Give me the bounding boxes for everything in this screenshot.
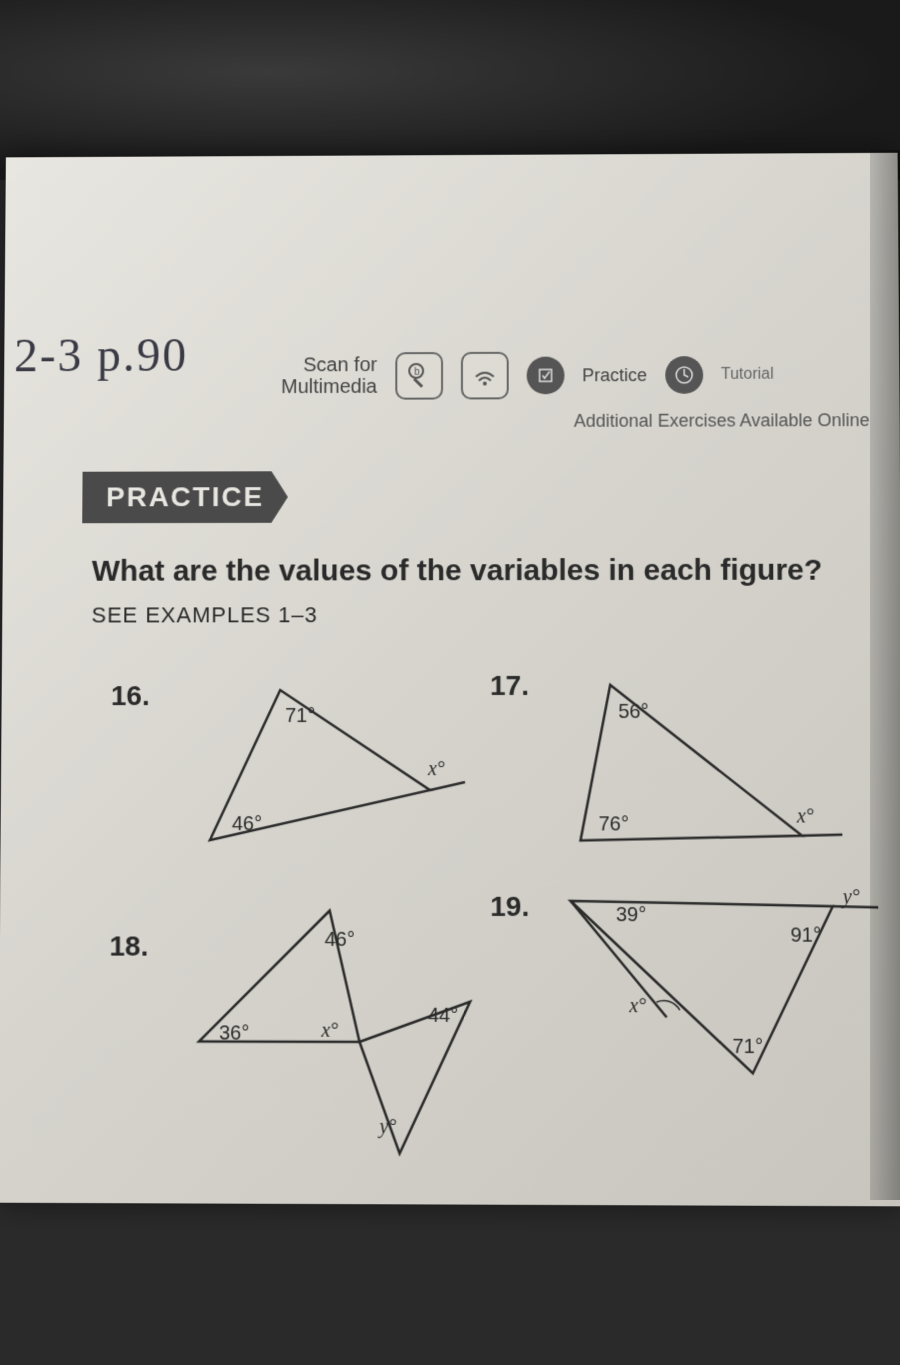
problem-18-figure: 46° 36° x° 44° y°: [168, 890, 490, 1174]
bottom-partial-figure: 21 42° x°: [399, 1322, 900, 1365]
practice-icon: [526, 357, 564, 395]
svg-text:y°: y°: [841, 886, 860, 908]
question-2-prefix: What is the value of: [97, 1274, 370, 1307]
tutorial-label: Tutorial: [721, 366, 774, 384]
question-2-var: x: [370, 1277, 384, 1309]
svg-text:71°: 71°: [285, 705, 315, 727]
problems-grid: 16. 71° 46° x° 17. 56° 76° x° 18. 46° 36…: [81, 660, 881, 661]
practice-label: Practice: [582, 365, 647, 386]
svg-text:46°: 46°: [232, 813, 262, 835]
svg-text:x°: x°: [824, 1335, 842, 1358]
svg-text:71°: 71°: [732, 1036, 763, 1059]
scan-line1: Scan for: [281, 354, 377, 376]
question-2: What is the value of x in each figure? S…: [97, 1274, 754, 1311]
textbook-page: 2-3 p.90 Scan for Multimedia b Practice …: [0, 153, 900, 1207]
practice-badge: PRACTICE: [82, 471, 288, 523]
svg-text:21: 21: [410, 1330, 433, 1353]
problem-19-figure: 39° y° 91° 71° x°: [530, 881, 895, 1125]
problem-16-number: 16.: [111, 680, 150, 712]
svg-text:76°: 76°: [599, 813, 629, 835]
svg-text:39°: 39°: [616, 904, 647, 926]
svg-text:56°: 56°: [618, 701, 648, 723]
multimedia-icon: b: [395, 352, 443, 400]
question-1-text: What are the values of the variables in …: [92, 554, 823, 588]
scan-line2: Multimedia: [281, 376, 377, 398]
svg-text:x°: x°: [320, 1019, 338, 1041]
problem-17-number: 17.: [490, 670, 529, 702]
svg-text:46°: 46°: [325, 929, 355, 951]
scan-label: Scan for Multimedia: [281, 354, 377, 398]
problem-16-figure: 71° 46° x°: [170, 670, 470, 871]
problem-18-number: 18.: [109, 930, 148, 962]
see-examples-1: SEE EXAMPLES 1–3: [91, 602, 317, 627]
svg-text:44°: 44°: [428, 1005, 458, 1027]
svg-text:x°: x°: [628, 995, 646, 1017]
see-examples-2: SEE EXAMPLE: [601, 1285, 754, 1308]
svg-text:x°: x°: [796, 805, 814, 827]
page-edge-shadow: [870, 150, 900, 1200]
handwritten-note: 2-3 p.90: [14, 328, 188, 383]
svg-text:91°: 91°: [790, 924, 821, 946]
wifi-icon: [461, 352, 509, 400]
svg-text:b: b: [414, 367, 420, 378]
tutorial-icon: [665, 356, 703, 394]
svg-text:x°: x°: [427, 758, 445, 780]
svg-text:y°: y°: [377, 1116, 396, 1139]
svg-text:36°: 36°: [219, 1022, 249, 1044]
page-header: Scan for Multimedia b Practice Tutorial: [281, 351, 774, 400]
question-2-suffix: in each figure?: [384, 1276, 593, 1309]
svg-text:42°: 42°: [496, 1333, 527, 1356]
problem-19-number: 19.: [490, 891, 529, 923]
question-1: What are the values of the variables in …: [91, 550, 841, 635]
problem-17-figure: 56° 76° x°: [540, 670, 863, 871]
additional-exercises-label: Additional Exercises Available Online: [574, 410, 870, 432]
